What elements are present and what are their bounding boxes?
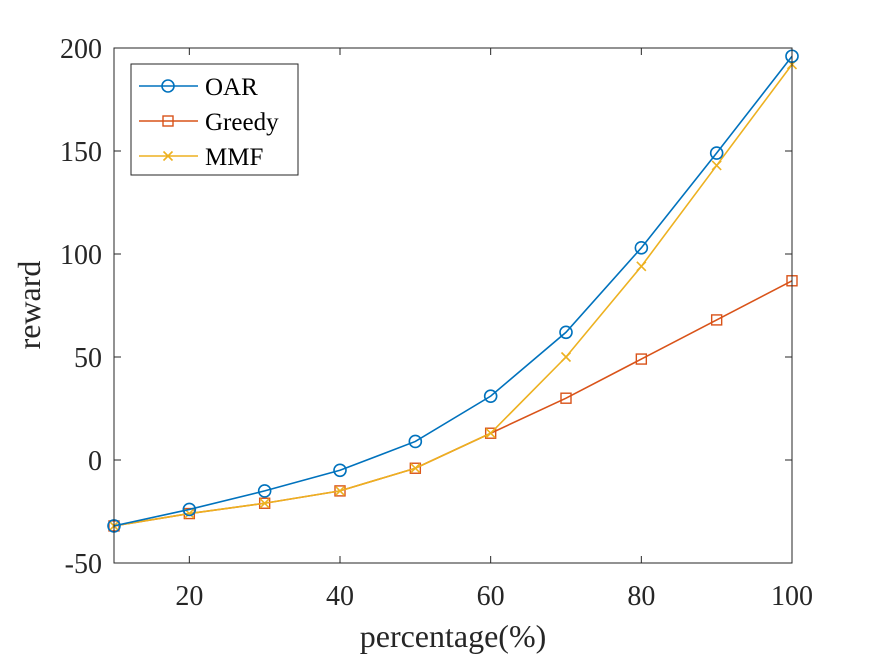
axes-box	[113, 47, 793, 564]
data-point-greedy	[560, 392, 572, 404]
data-point-mmf	[711, 160, 722, 171]
y-tick-label: 150	[60, 137, 102, 168]
data-point-oar	[182, 502, 197, 517]
data-point-mmf	[334, 485, 346, 496]
data-point-greedy	[635, 353, 648, 365]
data-point-greedy	[484, 427, 497, 439]
data-point-oar	[634, 241, 649, 255]
data-point-oar	[559, 325, 573, 340]
legend-label: OAR	[205, 74, 258, 101]
chart-marks	[107, 49, 799, 533]
data-point-oar	[408, 434, 423, 449]
legend-item-oar: OAR	[139, 74, 258, 101]
data-point-mmf	[485, 428, 496, 439]
x-tick-label: 80	[627, 581, 655, 612]
data-point-greedy	[710, 314, 723, 326]
legend-marker	[162, 115, 174, 127]
legend-marker	[162, 150, 174, 162]
data-point-greedy	[409, 462, 422, 474]
data-point-greedy	[334, 485, 346, 497]
x-tick-label: 60	[477, 581, 505, 612]
y-tick-label: -50	[65, 549, 102, 580]
legend: OAR Greedy MMF	[130, 63, 299, 176]
data-point-oar	[483, 389, 498, 403]
data-point-mmf	[259, 498, 270, 509]
series-line-mmf	[113, 64, 793, 527]
legend-label: MMF	[205, 144, 263, 171]
y-axis-title: reward	[11, 261, 47, 350]
y-tick-label: 50	[74, 343, 102, 374]
legend-marker	[161, 79, 175, 93]
data-point-mmf	[410, 463, 421, 474]
y-tick-label: 100	[60, 240, 102, 271]
data-point-mmf	[636, 261, 647, 272]
x-tick-label: 100	[771, 581, 813, 612]
legend-label: Greedy	[205, 109, 279, 136]
series-line-oar	[113, 55, 793, 527]
x-tick-label: 20	[175, 581, 203, 612]
legend-item-mmf: MMF	[139, 144, 263, 171]
axis-ticks: 20 40 60 80 100 -50 0 50 100 150 200	[60, 34, 813, 612]
data-point-oar	[709, 146, 724, 160]
x-axis-title: percentage(%)	[360, 618, 547, 654]
data-point-oar	[333, 463, 347, 478]
data-point-mmf	[560, 351, 572, 363]
y-tick-label: 200	[60, 34, 102, 65]
series-oar	[107, 49, 799, 533]
data-point-oar	[257, 484, 272, 498]
y-tick-label: 0	[88, 446, 102, 477]
legend-item-greedy: Greedy	[139, 109, 279, 136]
x-tick-label: 40	[326, 581, 354, 612]
